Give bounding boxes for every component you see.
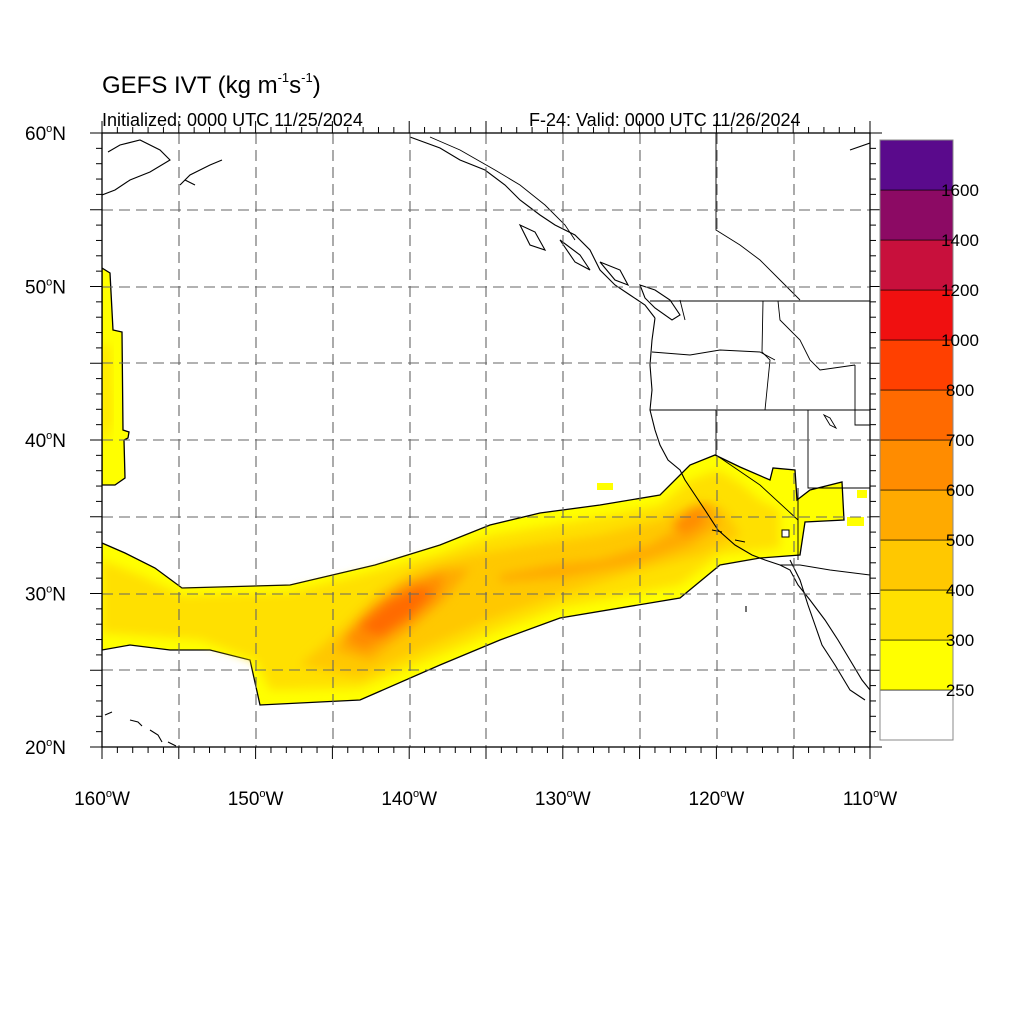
colorbar-label: 300 [946, 631, 974, 650]
colorbar-label: 800 [946, 381, 974, 400]
colorbar-swatch [879, 189, 954, 241]
coastline-baja [789, 559, 866, 701]
colorbar-swatch [879, 639, 954, 691]
colorbar-frame [879, 139, 954, 741]
colorbar-label: 1600 [941, 181, 979, 200]
ivt-hole [781, 529, 790, 538]
valid-time-label: F-24: Valid: 0000 UTC 11/26/2024 [529, 110, 801, 130]
colorbar-label: 600 [946, 481, 974, 500]
lat-label: 30oN [25, 584, 66, 606]
latitude-labels: 60oN 50oN 40oN 30oN 20oN [25, 123, 66, 759]
border-ca-nv [715, 410, 799, 521]
ivt-speck-1 [597, 483, 613, 490]
colorbar-label: 700 [946, 431, 974, 450]
political-boundaries [429, 133, 870, 576]
ivt-speck-3 [857, 490, 867, 498]
border-id-mt [777, 300, 856, 371]
border-bc-wa-water [679, 299, 686, 321]
initialized-label: Initialized: 0000 UTC 11/25/2024 [102, 110, 363, 130]
colorbar-label: 1000 [941, 331, 979, 350]
colorbar-swatch [879, 439, 954, 491]
colorbar-swatch [879, 289, 954, 341]
colorbar-label: 400 [946, 581, 974, 600]
colorbar-swatch [879, 489, 954, 541]
border-az-mexico [780, 564, 870, 576]
lat-label: 60oN [25, 123, 66, 145]
colorbar-label: 500 [946, 531, 974, 550]
lat-label: 20oN [25, 737, 66, 759]
colorbar-swatch [879, 589, 954, 641]
lon-label: 150oW [228, 788, 284, 810]
lon-label: 130oW [535, 788, 591, 810]
border-ut [807, 410, 870, 489]
colorbar-label: 250 [946, 681, 974, 700]
border-id-or [761, 300, 771, 411]
ivt-speck-2 [847, 517, 864, 526]
map-title: GEFS IVT (kg m-1s-1) [102, 70, 321, 99]
lon-label: 140oW [381, 788, 437, 810]
lat-label: 40oN [25, 430, 66, 452]
coastline-alaska-panhandle [409, 136, 656, 319]
ivt-region-300-west [102, 345, 112, 440]
lon-label: 110oW [843, 788, 897, 810]
coastline-vancouver-island [639, 284, 681, 321]
coastline-hawaii [104, 711, 177, 747]
coastline-bc-islands [518, 223, 630, 287]
ivt-region-700 [360, 588, 432, 635]
axis-ticks [90, 121, 882, 759]
border-wy [854, 365, 870, 426]
border-wa-or [651, 349, 776, 361]
border-bc-alberta [715, 133, 801, 301]
coastline-northeast [849, 142, 870, 151]
lon-label: 160oW [74, 788, 130, 810]
border-alaska-canada [429, 136, 576, 241]
great-salt-lake [822, 413, 838, 430]
ivt-region-600b [672, 505, 708, 535]
lat-label: 50oN [25, 277, 66, 299]
colorbar-label: 1400 [941, 231, 979, 250]
coastline-gulf-alaska-islands [179, 159, 223, 186]
ivt-field [102, 267, 867, 706]
colorbar-swatch [879, 389, 954, 441]
colorbar-label: 1200 [941, 281, 979, 300]
colorbar-swatch [879, 689, 954, 741]
colorbar [879, 139, 954, 741]
longitude-labels: 160oW 150oW 140oW 130oW 120oW 110oW [74, 788, 897, 810]
colorbar-swatch [879, 539, 954, 591]
graticule [102, 133, 870, 747]
coastline-alaska [102, 139, 171, 196]
colorbar-labels: 1600 1400 1200 1000 800 700 600 500 400 300 250 [941, 181, 979, 700]
lon-label: 120oW [689, 788, 745, 810]
ivt-region-500b [500, 505, 720, 582]
colorbar-swatch [879, 239, 954, 291]
